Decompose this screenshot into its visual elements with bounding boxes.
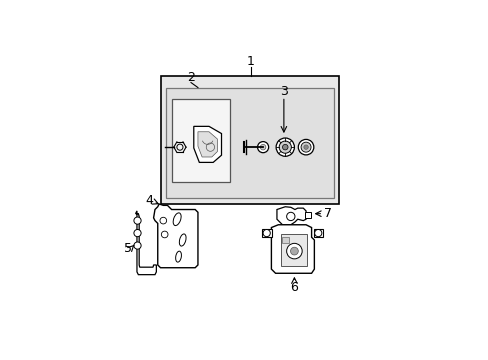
Text: 2: 2 (187, 71, 195, 84)
Polygon shape (153, 204, 198, 268)
Circle shape (286, 243, 302, 259)
Polygon shape (271, 225, 314, 273)
Text: 7: 7 (323, 207, 331, 220)
Circle shape (134, 217, 141, 224)
Polygon shape (193, 126, 221, 162)
Text: 5: 5 (124, 242, 132, 255)
Ellipse shape (179, 234, 185, 246)
Bar (281, 237, 289, 243)
Polygon shape (313, 229, 322, 237)
Text: 3: 3 (279, 85, 287, 98)
Circle shape (298, 139, 313, 155)
Bar (304, 212, 310, 218)
Circle shape (160, 217, 166, 224)
Bar (171, 99, 229, 182)
Polygon shape (198, 132, 217, 157)
Circle shape (290, 247, 298, 255)
Circle shape (161, 231, 168, 238)
Ellipse shape (175, 251, 181, 262)
Circle shape (286, 212, 294, 221)
Circle shape (257, 141, 268, 153)
Polygon shape (276, 207, 305, 225)
Text: 1: 1 (246, 55, 254, 68)
Circle shape (276, 138, 294, 156)
Circle shape (279, 141, 291, 153)
Polygon shape (261, 229, 272, 237)
Circle shape (282, 144, 287, 150)
Text: 6: 6 (290, 281, 298, 294)
Circle shape (303, 145, 307, 149)
Bar (160, 76, 339, 204)
Circle shape (260, 144, 265, 150)
Circle shape (301, 142, 310, 152)
Bar (281, 234, 307, 266)
Text: 4: 4 (145, 194, 153, 207)
Bar (166, 87, 333, 198)
Circle shape (263, 229, 270, 237)
Circle shape (314, 229, 321, 237)
Circle shape (134, 229, 141, 237)
Circle shape (134, 242, 141, 249)
Polygon shape (135, 211, 156, 275)
Ellipse shape (173, 213, 181, 226)
